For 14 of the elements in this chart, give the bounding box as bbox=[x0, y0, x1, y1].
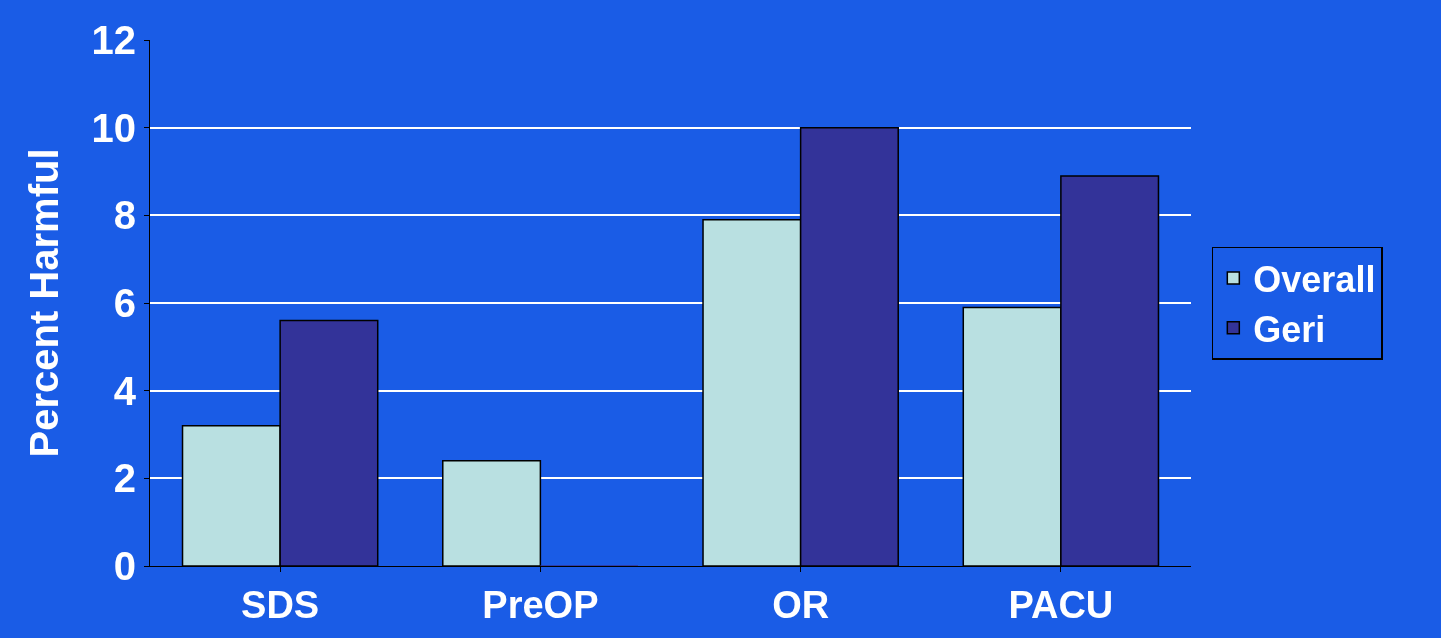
y-tick-label: 10 bbox=[91, 105, 136, 150]
y-tick-label: 4 bbox=[113, 368, 137, 413]
y-tick-label: 0 bbox=[113, 544, 136, 588]
x-tick-label: OR bbox=[772, 583, 830, 626]
y-tick-label: 2 bbox=[113, 456, 136, 501]
x-tick-label: PACU bbox=[1008, 583, 1114, 626]
y-axis-title: Percent Harmful bbox=[22, 148, 66, 458]
legend-label: Overall bbox=[1253, 258, 1376, 300]
legend-label: Geri bbox=[1253, 308, 1326, 350]
x-tick-label: SDS bbox=[241, 583, 320, 626]
y-tick-label: 12 bbox=[91, 18, 136, 62]
y-tick-label: 8 bbox=[113, 193, 136, 238]
x-tick-label: PreOP bbox=[482, 583, 599, 626]
y-tick-label: 6 bbox=[113, 281, 136, 325]
